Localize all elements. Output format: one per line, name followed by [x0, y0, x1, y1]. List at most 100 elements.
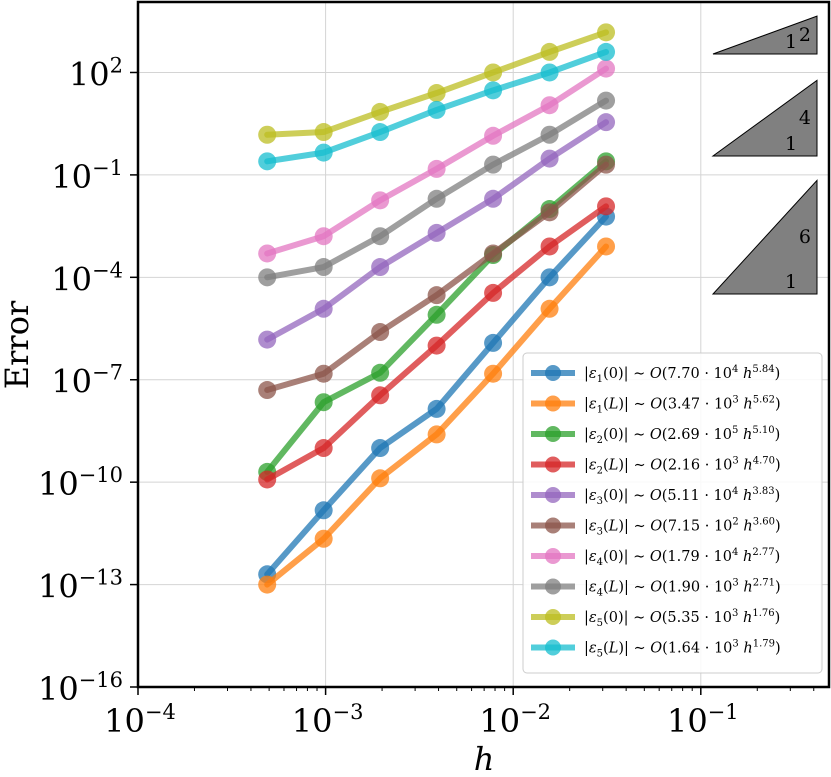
legend-label: |ε5(0)| ∼ O(5.35 · 103 h1.76): [584, 608, 780, 629]
plot-frame: [136, 0, 831, 689]
data-point: [314, 258, 333, 277]
data-point: [371, 386, 390, 405]
data-point: [484, 244, 503, 263]
data-point: [371, 469, 390, 488]
legend-label: |ε3(L)| ∼ O(7.15 · 102 h3.60): [584, 517, 781, 538]
data-point: [258, 268, 277, 287]
data-point: [597, 155, 616, 174]
legend-marker: [545, 517, 561, 534]
data-point: [371, 258, 390, 277]
data-point: [597, 23, 616, 42]
data-point: [427, 425, 446, 444]
series-4-0: [258, 59, 616, 263]
data-point: [314, 439, 333, 458]
legend-marker: [545, 426, 561, 442]
y-tick-label: 10−16: [38, 668, 123, 708]
data-point: [427, 336, 446, 355]
data-point: [427, 399, 446, 418]
data-point: [258, 470, 277, 489]
legend-marker: [545, 395, 561, 412]
data-point: [371, 439, 390, 458]
triangle-run-label: 1: [785, 271, 797, 293]
legend-entry: |ε4(0)| ∼ O(1.79 · 104 h2.77): [531, 547, 780, 568]
slope-triangle-shape: [711, 79, 818, 157]
slope-triangle-shape: [711, 179, 818, 295]
y-tick-label: 10−1: [51, 156, 123, 196]
legend: |ε1(0)| ∼ O(7.70 · 104 h5.84) |ε1(L)| ∼ O…: [522, 352, 823, 674]
data-point: [314, 143, 333, 162]
legend-label: |ε2(L)| ∼ O(2.16 · 103 h4.70): [584, 456, 781, 477]
series-3-L: [258, 155, 616, 400]
legend-marker: [545, 456, 561, 473]
legend-entry: |ε3(L)| ∼ O(7.15 · 102 h3.60): [531, 517, 781, 538]
data-point: [427, 100, 446, 119]
data-point: [258, 125, 277, 144]
triangle-rise-label: 4: [799, 107, 811, 129]
y-tick-label: 10−7: [51, 361, 123, 401]
data-point: [484, 155, 503, 174]
slope-triangle-6: 16: [711, 179, 818, 295]
data-point: [371, 123, 390, 142]
data-point: [540, 42, 559, 61]
x-axis-label: h: [474, 740, 495, 777]
y-tick-label: 10−4: [51, 258, 123, 298]
x-tick-label: 10−3: [292, 700, 364, 740]
data-point: [540, 149, 559, 168]
y-tick-label: 10−13: [38, 566, 123, 606]
tick-layer: 10−4 10−3 10−2 10−110−1610−1310−1010−710−41…: [38, 53, 815, 740]
data-point: [540, 63, 559, 82]
x-tick-label: 10−4: [104, 700, 176, 740]
data-point: [314, 501, 333, 520]
data-point: [484, 126, 503, 145]
data-point: [427, 159, 446, 178]
data-point: [427, 305, 446, 324]
slope-triangle-4: 14: [711, 79, 818, 157]
series-2-L: [258, 197, 616, 489]
data-point: [371, 191, 390, 210]
data-point: [540, 203, 559, 222]
legend-label: |ε4(L)| ∼ O(1.90 · 103 h2.71): [584, 578, 781, 599]
triangle-rise-label: 6: [799, 226, 811, 248]
legend-label: |ε2(0)| ∼ O(2.69 · 105 h5.10): [584, 425, 780, 446]
x-tick-label: 10−1: [667, 700, 739, 740]
data-point: [258, 575, 277, 594]
legend-entry: |ε1(0)| ∼ O(7.70 · 104 h5.84): [531, 364, 780, 385]
data-point: [258, 152, 277, 171]
data-point: [597, 91, 616, 110]
series-1-L: [258, 237, 616, 594]
legend-entry: |ε1(L)| ∼ O(3.47 · 103 h5.62): [531, 395, 781, 416]
y-axis-label: Error: [0, 300, 36, 389]
legend-entry: |ε5(L)| ∼ O(1.64 · 103 h1.79): [531, 639, 781, 660]
legend-marker: [545, 487, 561, 503]
data-point: [427, 84, 446, 103]
data-point: [371, 323, 390, 342]
data-point: [314, 123, 333, 142]
data-point: [314, 299, 333, 318]
legend-entry: |ε3(0)| ∼ O(5.11 · 104 h3.83): [531, 486, 780, 507]
data-point: [597, 113, 616, 132]
data-point: [258, 381, 277, 400]
y-tick-label: 102: [69, 53, 123, 93]
legend-marker: [545, 578, 561, 595]
data-point: [484, 364, 503, 383]
legend-label: |ε5(L)| ∼ O(1.64 · 103 h1.79): [584, 639, 781, 660]
data-point: [427, 286, 446, 305]
triangle-run-label: 1: [785, 31, 797, 53]
legend-entry: |ε2(L)| ∼ O(2.16 · 103 h4.70): [531, 456, 781, 477]
data-point: [371, 363, 390, 382]
data-point: [484, 283, 503, 302]
series-5-L: [258, 42, 616, 171]
series-4-L: [258, 91, 616, 287]
y-tick-label: 10−10: [38, 463, 123, 503]
data-point: [258, 330, 277, 349]
triangle-rise-label: 2: [799, 24, 811, 46]
data-point: [484, 81, 503, 100]
data-point: [540, 299, 559, 318]
x-tick-label: 10−2: [479, 700, 551, 740]
series-layer: [258, 23, 616, 594]
data-point: [484, 63, 503, 82]
data-point: [597, 42, 616, 61]
slope-triangle-shape: [712, 15, 818, 55]
